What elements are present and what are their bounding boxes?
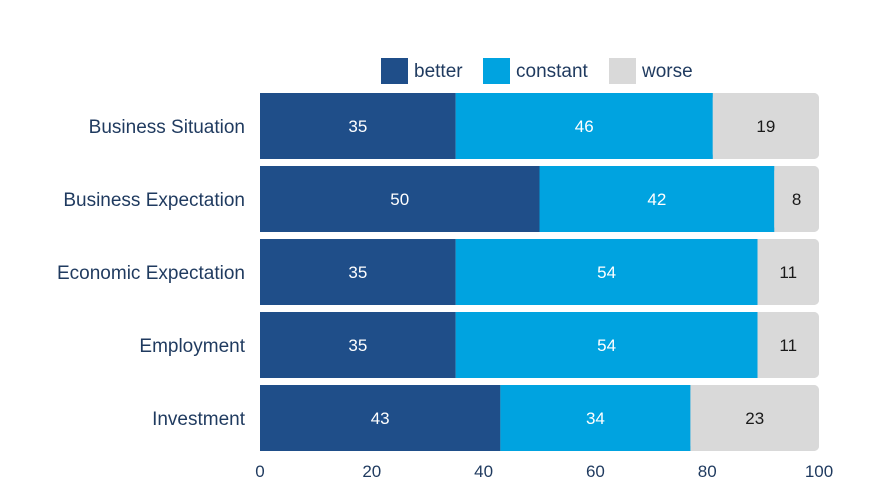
data-label: 35 [348, 336, 367, 355]
bar-segment-constant [539, 166, 775, 232]
bar-segment-constant [500, 385, 691, 451]
bar-segment-better [260, 166, 540, 232]
x-axis: 0 20 40 60 80 100 [255, 462, 833, 481]
legend-swatch-constant [483, 58, 510, 84]
category-label: Investment [152, 409, 246, 430]
legend-label: better [414, 61, 463, 82]
legend-label: worse [641, 61, 693, 82]
legend-label: constant [516, 61, 589, 82]
data-label: 34 [586, 409, 605, 428]
x-tick-label: 80 [698, 462, 717, 481]
category-labels: Business Situation Business Expectation Ec… [57, 117, 246, 430]
category-label: Economic Expectation [57, 263, 245, 284]
data-label: 42 [647, 190, 666, 209]
bar-segment-worse [757, 312, 819, 378]
bar-segment-worse [757, 239, 819, 305]
data-label: 50 [390, 190, 409, 209]
bar-segment-better [260, 239, 456, 305]
x-tick-label: 40 [474, 462, 493, 481]
bar-segment-better [260, 93, 456, 159]
data-label: 35 [348, 117, 367, 136]
x-tick-label: 60 [586, 462, 605, 481]
data-label: 11 [779, 336, 797, 355]
bar-segment-better [260, 312, 456, 378]
legend-swatch-better [381, 58, 408, 84]
data-label: 35 [348, 263, 367, 282]
bar-segment-better [260, 385, 501, 451]
bar-segment-constant [455, 312, 758, 378]
bars: 35 46 19 50 42 8 35 54 11 35 54 11 43 34 23 [260, 93, 819, 451]
bar-segment-worse [690, 385, 819, 451]
legend: better constant worse [381, 58, 693, 84]
data-label: 23 [745, 409, 764, 428]
bar-segment-worse [774, 166, 819, 232]
category-label: Business Expectation [63, 190, 245, 211]
data-label: 54 [597, 336, 616, 355]
category-label: Employment [139, 336, 245, 357]
bar-segment-constant [455, 93, 713, 159]
bar-segment-constant [455, 239, 758, 305]
category-label: Business Situation [89, 117, 245, 138]
data-label: 11 [779, 263, 797, 282]
data-label: 19 [756, 117, 775, 136]
data-label: 46 [575, 117, 594, 136]
x-tick-label: 20 [362, 462, 381, 481]
data-label: 43 [371, 409, 390, 428]
data-label: 8 [792, 190, 801, 209]
x-tick-label: 0 [255, 462, 264, 481]
bar-segment-worse [712, 93, 819, 159]
data-label: 54 [597, 263, 616, 282]
legend-swatch-worse [609, 58, 636, 84]
x-tick-label: 100 [805, 462, 833, 481]
